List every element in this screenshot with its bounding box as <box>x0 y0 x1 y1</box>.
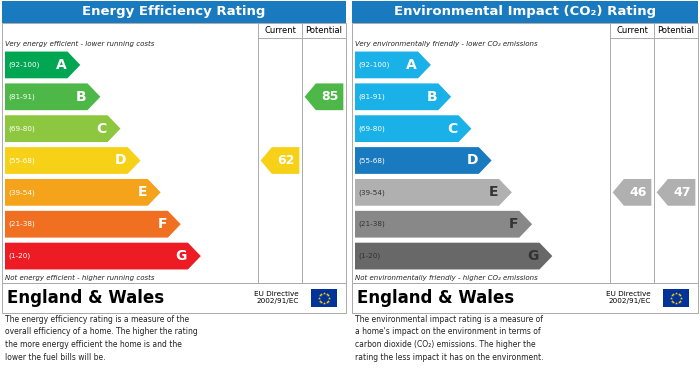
Text: (1-20): (1-20) <box>8 253 30 259</box>
Text: Very environmentally friendly - lower CO₂ emissions: Very environmentally friendly - lower CO… <box>355 40 538 47</box>
Polygon shape <box>5 115 120 142</box>
Text: (21-38): (21-38) <box>8 221 35 228</box>
Polygon shape <box>260 147 300 174</box>
Text: D: D <box>116 154 127 167</box>
Polygon shape <box>355 83 451 110</box>
Bar <box>352 283 698 313</box>
Text: Environmental Impact (CO₂) Rating: Environmental Impact (CO₂) Rating <box>394 5 656 18</box>
Polygon shape <box>5 243 201 269</box>
Polygon shape <box>355 52 431 78</box>
Text: 85: 85 <box>321 90 339 103</box>
Text: Potential: Potential <box>657 26 694 35</box>
Polygon shape <box>355 211 532 238</box>
Text: The energy efficiency rating is a measure of the
overall efficiency of a home. T: The energy efficiency rating is a measur… <box>5 315 197 362</box>
Text: England & Wales: England & Wales <box>7 289 164 307</box>
Text: 47: 47 <box>673 186 691 199</box>
Text: EU Directive: EU Directive <box>606 292 651 298</box>
Polygon shape <box>5 179 160 206</box>
Polygon shape <box>5 211 181 238</box>
Text: (39-54): (39-54) <box>8 189 35 196</box>
Text: 2002/91/EC: 2002/91/EC <box>608 298 651 305</box>
Text: 2002/91/EC: 2002/91/EC <box>257 298 299 305</box>
Text: Current: Current <box>616 26 648 35</box>
Polygon shape <box>355 147 491 174</box>
Text: (92-100): (92-100) <box>8 62 39 68</box>
Text: (69-80): (69-80) <box>8 126 35 132</box>
Bar <box>352 23 698 283</box>
Text: C: C <box>97 122 106 136</box>
Bar <box>352 1 698 23</box>
Text: E: E <box>137 185 147 199</box>
Polygon shape <box>612 179 652 206</box>
Polygon shape <box>355 115 471 142</box>
Bar <box>2 283 346 313</box>
Bar <box>311 289 337 307</box>
Text: Potential: Potential <box>305 26 342 35</box>
Text: E: E <box>489 185 498 199</box>
Text: G: G <box>527 249 538 263</box>
Text: The environmental impact rating is a measure of
a home's impact on the environme: The environmental impact rating is a mea… <box>355 315 543 362</box>
Text: EU Directive: EU Directive <box>254 292 299 298</box>
Text: (92-100): (92-100) <box>358 62 389 68</box>
Text: 46: 46 <box>629 186 647 199</box>
Text: Current: Current <box>264 26 296 35</box>
Text: (1-20): (1-20) <box>358 253 380 259</box>
Polygon shape <box>355 243 552 269</box>
Text: England & Wales: England & Wales <box>357 289 514 307</box>
Text: Energy Efficiency Rating: Energy Efficiency Rating <box>83 5 266 18</box>
Text: Not energy efficient - higher running costs: Not energy efficient - higher running co… <box>5 274 155 281</box>
Text: (81-91): (81-91) <box>358 93 385 100</box>
Bar <box>2 23 346 283</box>
Text: D: D <box>466 154 478 167</box>
Polygon shape <box>304 83 344 110</box>
Text: G: G <box>176 249 187 263</box>
Bar <box>663 289 689 307</box>
Text: C: C <box>447 122 458 136</box>
Text: F: F <box>509 217 518 231</box>
Text: B: B <box>427 90 438 104</box>
Text: 62: 62 <box>277 154 295 167</box>
Polygon shape <box>5 147 141 174</box>
Text: (21-38): (21-38) <box>358 221 385 228</box>
Text: (55-68): (55-68) <box>358 157 385 164</box>
Polygon shape <box>5 52 80 78</box>
Text: Very energy efficient - lower running costs: Very energy efficient - lower running co… <box>5 40 155 47</box>
Polygon shape <box>5 83 100 110</box>
Polygon shape <box>355 179 512 206</box>
Text: A: A <box>406 58 417 72</box>
Text: (55-68): (55-68) <box>8 157 35 164</box>
Text: B: B <box>76 90 87 104</box>
Polygon shape <box>657 179 695 206</box>
Text: (69-80): (69-80) <box>358 126 385 132</box>
Text: (81-91): (81-91) <box>8 93 35 100</box>
Text: (39-54): (39-54) <box>358 189 385 196</box>
Text: Not environmentally friendly - higher CO₂ emissions: Not environmentally friendly - higher CO… <box>355 274 538 281</box>
Text: A: A <box>56 58 66 72</box>
Text: F: F <box>158 217 167 231</box>
Bar <box>2 1 346 23</box>
